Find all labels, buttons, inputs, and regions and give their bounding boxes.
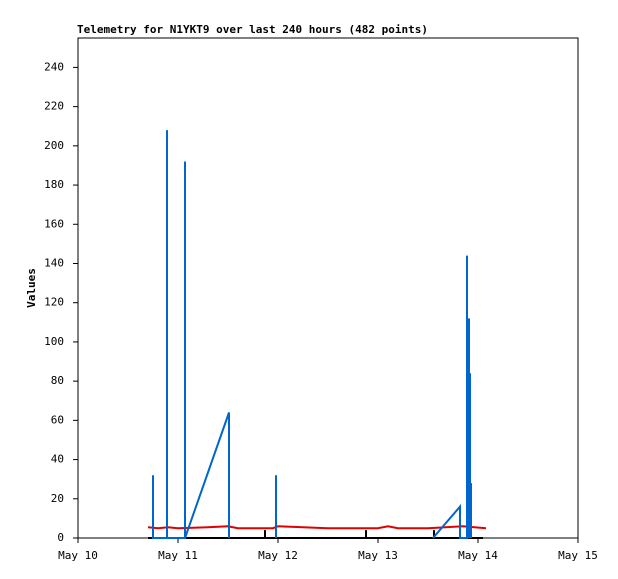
y-tick-label: 200 <box>44 139 64 152</box>
chart-title: Telemetry for N1YKT9 over last 240 hours… <box>77 23 428 36</box>
y-tick-label: 0 <box>57 531 64 544</box>
y-tick-label: 60 <box>51 413 64 426</box>
plot-frame <box>77 37 579 539</box>
x-tick-label: May 11 <box>158 549 198 562</box>
y-tick-label: 160 <box>44 217 64 230</box>
y-tick-label: 180 <box>44 178 64 191</box>
y-tick-label: 220 <box>44 100 64 113</box>
x-tick-label: May 12 <box>258 549 298 562</box>
data-line <box>148 530 483 539</box>
y-tick-label: 80 <box>51 374 64 387</box>
data-line <box>147 525 487 530</box>
x-tick-label: May 10 <box>58 549 98 562</box>
y-tick-label: 20 <box>51 492 64 505</box>
y-tick-label: 100 <box>44 335 64 348</box>
data-line <box>152 130 472 539</box>
x-tick-label: May 13 <box>358 549 398 562</box>
x-tick-label: May 15 <box>558 549 598 562</box>
y-tick-label: 140 <box>44 256 64 269</box>
y-tick-label: 40 <box>51 453 64 466</box>
y-tick-label: 240 <box>44 60 64 73</box>
y-tick-label: 120 <box>44 296 64 309</box>
x-tick-label: May 14 <box>458 549 498 562</box>
y-axis-label: Values <box>25 268 38 308</box>
